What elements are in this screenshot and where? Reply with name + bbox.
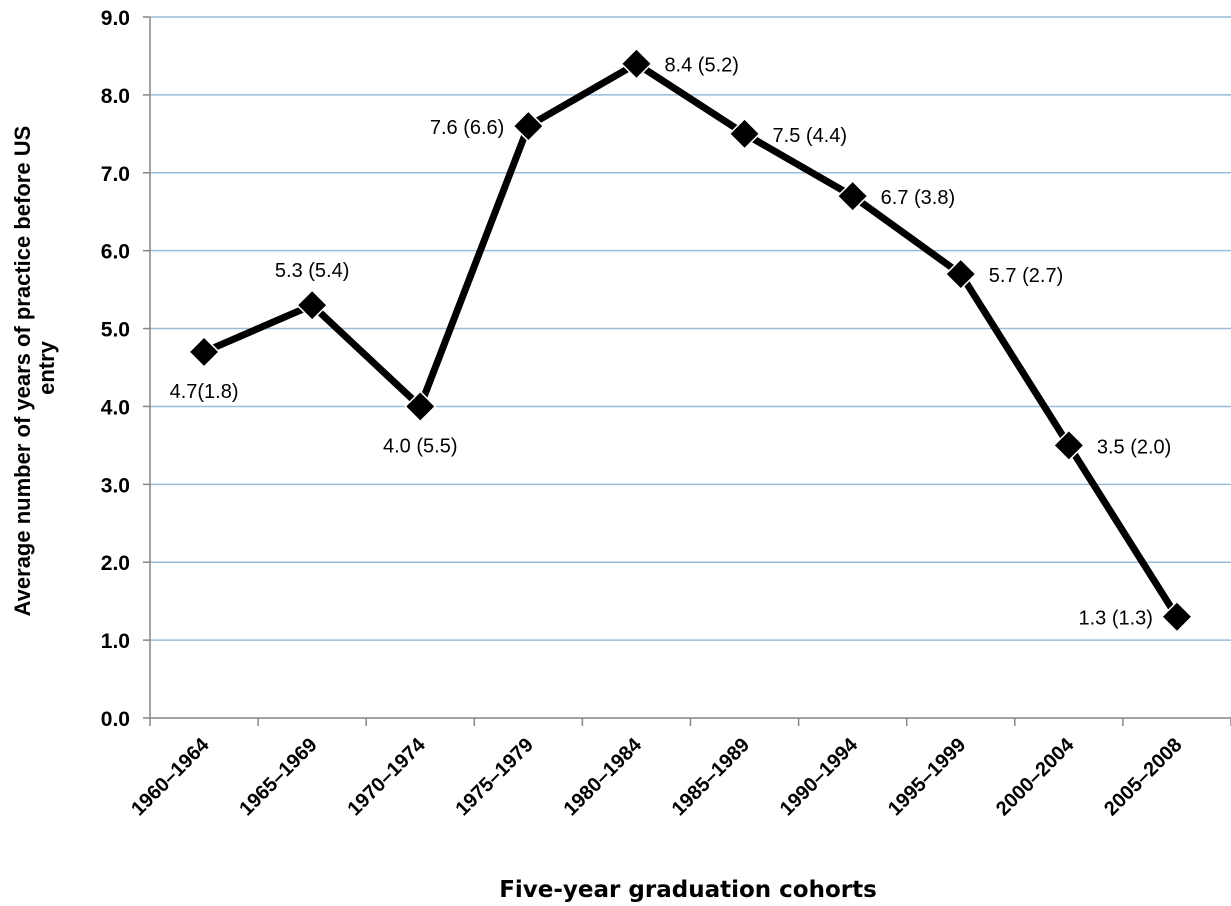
data-label-9: 1.3 (1.3) [1078,608,1152,630]
y-tick-label-3: 3.0 [101,474,130,497]
data-label-4: 8.4 (5.2) [664,55,738,77]
series-line [187,47,1194,633]
data-label-2: 4.0 (5.5) [383,435,457,457]
y-axis-title: Average number of years of practice befo… [10,120,59,617]
data-point-6 [836,180,869,213]
data-label-8: 3.5 (2.0) [1097,436,1171,458]
x-tick-label-4: 1980–1984 [560,733,647,820]
data-labels: 4.7(1.8) 5.3 (5.4) 4.0 (5.5) 7.6 (6.6) 8.4 (… [170,55,1172,630]
data-point-7 [944,257,977,291]
data-point-4 [620,47,653,80]
data-label-0: 4.7(1.8) [170,381,239,403]
data-point-8 [1052,429,1085,462]
y-axis-title-line-1: Average number of years of practice befo… [10,126,35,617]
y-tick-label-2: 2.0 [101,552,130,575]
x-tick-label-5: 1985–1989 [668,734,754,820]
y-tick-label-5: 5.0 [101,319,130,342]
series-line-0 [202,60,1180,619]
data-point-2 [404,390,437,423]
x-tick-label-0: 1960–1964 [127,733,214,820]
x-tick-label-7: 1995–1999 [884,734,970,820]
data-point-9 [1160,600,1194,633]
axes [143,16,1231,726]
data-label-3: 7.6 (6.6) [430,117,504,139]
data-point-1 [296,289,329,322]
data-label-1: 5.3 (5.4) [275,260,349,282]
data-label-5: 7.5 (4.4) [773,125,847,147]
y-tick-label-4: 4.0 [101,396,130,419]
x-tick-labels: 1960–1964 1965–1969 1970–1974 1975–1979 1980… [127,733,1186,820]
x-tick-label-8: 2000–2004 [992,733,1079,820]
y-axis-title-line-2: entry [34,340,59,395]
y-tick-label-8: 8.0 [101,85,130,108]
y-tick-label-9: 9.0 [101,7,130,30]
y-tick-label-1: 1.0 [101,630,130,653]
y-tick-label-6: 6.0 [101,241,130,264]
y-tick-label-0: 0.0 [101,708,130,731]
data-point-3 [512,109,545,143]
data-label-7: 5.7 (2.7) [989,265,1063,287]
x-tick-label-9: 2005–2008 [1100,734,1186,820]
x-tick-label-3: 1975–1979 [452,734,538,820]
x-tick-label-6: 1990–1994 [776,733,863,820]
data-point-5 [728,117,761,150]
x-tick-label-1: 1965–1969 [235,734,321,820]
data-label-6: 6.7 (3.8) [881,187,955,209]
gridlines [150,16,1231,641]
y-tick-labels: 0.0 1.0 2.0 3.0 4.0 5.0 6.0 7.0 8.0 9.0 [101,7,130,731]
x-tick-label-2: 1970–1974 [343,733,430,820]
y-tick-label-7: 7.0 [101,163,130,186]
x-axis-title: Five-year graduation cohorts [499,877,877,903]
data-point-0 [187,335,221,368]
